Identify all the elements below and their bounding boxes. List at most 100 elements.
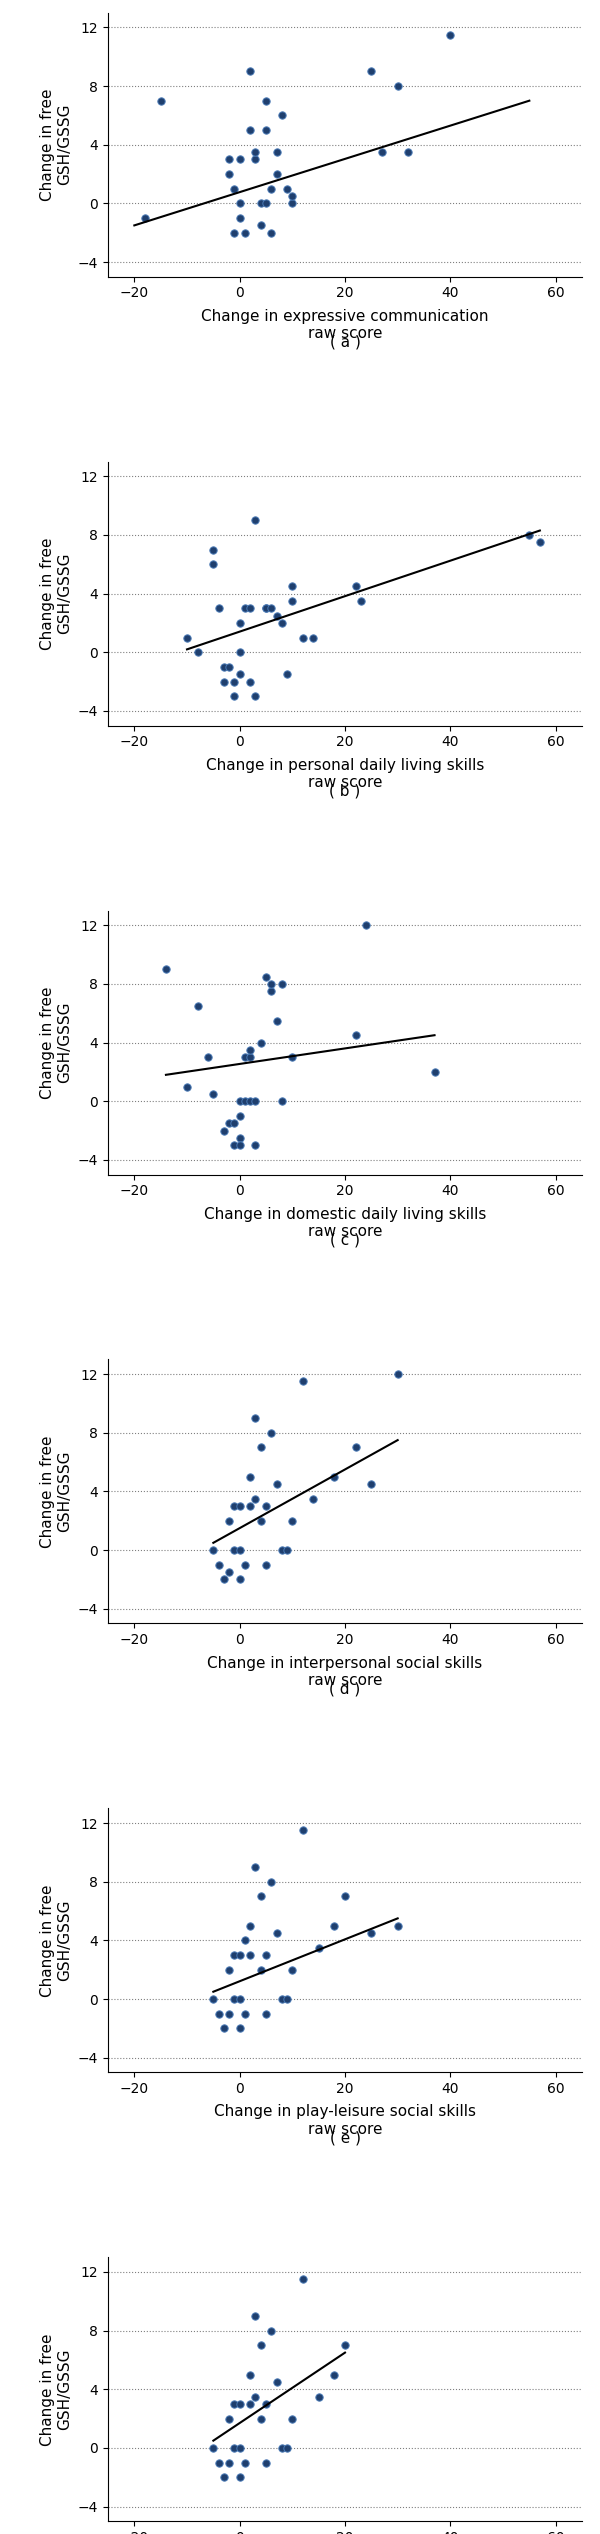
Point <box>298 1361 308 1401</box>
Point <box>251 2377 260 2417</box>
Point <box>230 1102 239 1143</box>
Point <box>287 580 297 621</box>
Point <box>161 948 171 988</box>
Point <box>251 132 260 172</box>
Point <box>261 182 271 223</box>
Point <box>261 955 271 996</box>
Point <box>230 2384 239 2425</box>
Point <box>224 646 234 687</box>
Point <box>240 1082 250 1123</box>
Point <box>261 81 271 122</box>
Point <box>256 1949 266 1989</box>
Point <box>224 1551 234 1591</box>
Point <box>214 1546 223 1586</box>
Point <box>277 963 287 1003</box>
Y-axis label: Change in free
GSH/GSSG: Change in free GSH/GSSG <box>40 1434 73 1548</box>
Point <box>245 588 255 628</box>
Point <box>224 1102 234 1143</box>
Y-axis label: Change in free
GSH/GSSG: Change in free GSH/GSSG <box>40 1885 73 1997</box>
Point <box>256 1500 266 1541</box>
Point <box>340 2326 350 2367</box>
Point <box>261 1994 271 2035</box>
Text: ( c ): ( c ) <box>330 1232 360 1247</box>
Point <box>524 514 534 555</box>
Point <box>182 1067 192 1107</box>
Point <box>235 139 244 180</box>
Point <box>224 155 234 195</box>
Point <box>282 654 292 694</box>
Point <box>261 1485 271 1525</box>
X-axis label: Change in personal daily living skills
raw score: Change in personal daily living skills r… <box>206 758 484 791</box>
Point <box>224 2443 234 2483</box>
Point <box>256 2326 266 2367</box>
Point <box>235 603 244 644</box>
Point <box>245 1036 255 1077</box>
Point <box>272 1913 281 1954</box>
Point <box>235 654 244 694</box>
Point <box>329 2354 339 2395</box>
Point <box>230 1485 239 1525</box>
Point <box>314 1928 323 1969</box>
Point <box>298 618 308 659</box>
Point <box>240 1921 250 1961</box>
Point <box>235 2428 244 2468</box>
Point <box>224 1994 234 2035</box>
Point <box>393 1353 403 1394</box>
Point <box>209 545 218 585</box>
Y-axis label: Change in free
GSH/GSSG: Change in free GSH/GSSG <box>40 537 73 649</box>
Point <box>251 499 260 540</box>
Point <box>235 1936 244 1977</box>
Point <box>224 139 234 180</box>
Point <box>351 565 361 606</box>
Point <box>266 963 276 1003</box>
Point <box>367 1913 376 1954</box>
Point <box>266 1411 276 1452</box>
Point <box>193 986 202 1026</box>
Point <box>282 167 292 208</box>
Point <box>535 522 545 563</box>
Point <box>251 1125 260 1166</box>
Point <box>266 971 276 1011</box>
Point <box>240 1994 250 2035</box>
Point <box>224 1949 234 1989</box>
Point <box>277 603 287 644</box>
Y-axis label: Change in free
GSH/GSSG: Change in free GSH/GSSG <box>40 89 73 200</box>
Point <box>235 1095 244 1135</box>
Point <box>329 1906 339 1946</box>
Point <box>209 1531 218 1571</box>
Point <box>277 2428 287 2468</box>
Point <box>240 1036 250 1077</box>
Point <box>272 132 281 172</box>
Point <box>256 1427 266 1467</box>
Point <box>245 2384 255 2425</box>
Point <box>266 1862 276 1903</box>
X-axis label: Change in interpersonal social skills
raw score: Change in interpersonal social skills ra… <box>208 1655 482 1688</box>
Point <box>219 646 229 687</box>
Point <box>282 2428 292 2468</box>
Point <box>308 618 318 659</box>
Point <box>287 2397 297 2438</box>
Point <box>214 2443 223 2483</box>
Point <box>245 1936 255 1977</box>
Point <box>230 213 239 253</box>
Point <box>235 198 244 238</box>
Point <box>287 1949 297 1989</box>
Point <box>272 1001 281 1041</box>
Point <box>182 618 192 659</box>
Point <box>266 588 276 628</box>
Text: ( d ): ( d ) <box>329 1683 361 1698</box>
X-axis label: Change in domestic daily living skills
raw score: Change in domestic daily living skills r… <box>204 1206 486 1239</box>
Point <box>230 661 239 702</box>
Point <box>245 109 255 150</box>
Point <box>340 1875 350 1916</box>
Point <box>430 1052 439 1092</box>
Point <box>219 1110 229 1150</box>
Point <box>446 15 455 56</box>
Point <box>235 1082 244 1123</box>
Point <box>245 2354 255 2395</box>
Point <box>287 182 297 223</box>
Point <box>266 167 276 208</box>
Point <box>314 2377 323 2417</box>
Point <box>393 66 403 106</box>
Point <box>209 530 218 570</box>
